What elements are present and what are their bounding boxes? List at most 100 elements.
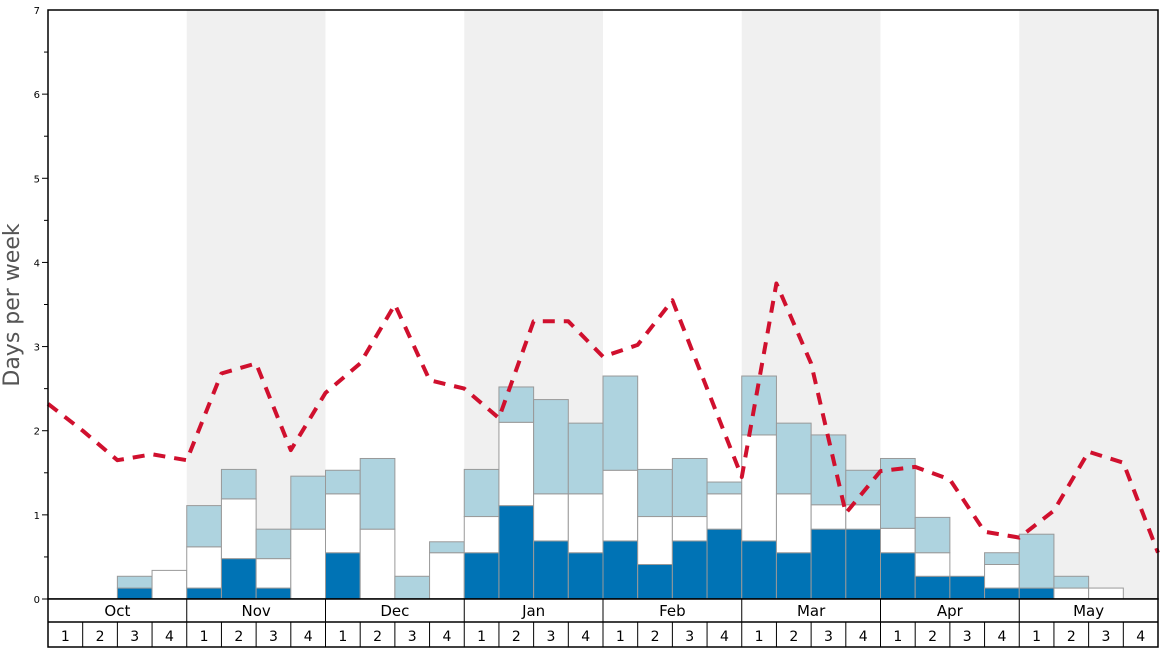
y-tick-label-6: 6: [34, 90, 40, 101]
week-label: 4: [581, 629, 590, 645]
week-label: 4: [859, 629, 868, 645]
bar-white-w9: [325, 493, 361, 554]
bar-white-w14: [498, 421, 535, 507]
week-label: 2: [1067, 629, 1076, 645]
bar-white-w7: [255, 558, 292, 589]
bar-dark-w18: [637, 564, 673, 600]
month-label-nov: Nov: [241, 602, 270, 620]
week-label: 4: [165, 629, 174, 645]
week-label: 1: [477, 629, 486, 645]
month-label-jan: Jan: [521, 602, 545, 620]
bar-white-w22: [775, 493, 812, 554]
bar-light-w5: [186, 505, 222, 548]
bar-dark-w24: [845, 528, 881, 600]
bar-white-w19: [671, 516, 708, 542]
week-label: 2: [234, 629, 243, 645]
bar-white-w25: [880, 527, 916, 554]
bar-dark-w3: [116, 587, 153, 600]
week-label: 2: [373, 629, 382, 645]
bar-dark-w6: [220, 558, 257, 600]
bar-dark-w13: [463, 552, 500, 600]
week-label: 4: [997, 629, 1006, 645]
week-label: 1: [1032, 629, 1041, 645]
bar-dark-w25: [880, 552, 916, 600]
week-label: 3: [963, 629, 972, 645]
month-label-dec: Dec: [380, 602, 409, 620]
bar-dark-w17: [602, 540, 639, 600]
bar-white-w20: [706, 493, 743, 530]
bar-light-w7: [255, 528, 292, 560]
bar-white-w16: [567, 493, 604, 554]
y-axis: 0 1 2 3 4 5 6 7: [34, 6, 48, 606]
week-label: 3: [1102, 629, 1111, 645]
week-label: 4: [1136, 629, 1145, 645]
shade-band-may: [1019, 10, 1158, 599]
bar-light-w20: [706, 481, 743, 495]
y-tick-label-5: 5: [34, 174, 40, 185]
week-label: 3: [408, 629, 417, 645]
bar-white-w15: [533, 493, 569, 542]
bar-light-w19: [671, 457, 708, 518]
week-label: 1: [893, 629, 902, 645]
bar-dark-w14: [498, 505, 535, 600]
bar-light-w12: [429, 541, 465, 554]
month-label-mar: Mar: [797, 602, 826, 620]
week-label: 1: [200, 629, 209, 645]
bar-dark-w16: [567, 552, 604, 600]
bar-light-w17: [602, 375, 639, 471]
bar-white-w5: [186, 546, 222, 589]
week-label: 2: [928, 629, 937, 645]
bar-white-w28: [984, 564, 1020, 589]
bar-white-w13: [463, 516, 500, 554]
bar-light-w11: [394, 575, 431, 600]
y-axis-label: Days per week: [0, 223, 25, 386]
bar-light-w18: [637, 468, 673, 518]
month-shading-bands: [186, 10, 1158, 599]
week-label: 2: [651, 629, 660, 645]
bar-light-w9: [325, 469, 361, 495]
bar-white-w18: [637, 516, 673, 566]
bar-white-w12: [429, 552, 465, 600]
week-label: 4: [442, 629, 451, 645]
month-label-apr: Apr: [937, 602, 964, 620]
bar-dark-w27: [949, 575, 986, 600]
bar-light-w26: [914, 516, 951, 554]
y-tick-label-4: 4: [34, 258, 40, 269]
week-label: 1: [616, 629, 625, 645]
bar-dark-w23: [810, 528, 847, 600]
bar-white-w17: [602, 469, 639, 542]
bar-light-w13: [463, 468, 500, 518]
month-label-oct: Oct: [104, 602, 130, 620]
x-axis: Oct Nov Dec Jan Feb Mar Apr May 1 2 3 4 1 2 3 4 1 2 3 4 1 2 3 4…: [47, 598, 1159, 648]
week-label: 3: [547, 629, 556, 645]
bar-light-w16: [567, 422, 604, 495]
week-label: 4: [720, 629, 729, 645]
bar-light-w10: [359, 457, 396, 530]
week-label: 4: [304, 629, 313, 645]
bar-light-w8: [290, 475, 326, 530]
bar-light-w23: [810, 434, 847, 506]
bar-white-w26: [914, 552, 951, 577]
y-tick-label-0: 0: [34, 595, 40, 606]
week-label: 2: [512, 629, 521, 645]
bar-white-w31: [1088, 587, 1124, 600]
week-label: 2: [96, 629, 105, 645]
week-label: 3: [130, 629, 139, 645]
bar-dark-w19: [671, 540, 708, 600]
week-label: 2: [789, 629, 798, 645]
bar-dark-w5: [186, 587, 222, 600]
bar-light-w6: [220, 468, 257, 500]
month-label-feb: Feb: [659, 602, 686, 620]
bar-light-w22: [775, 422, 812, 495]
bar-dark-w26: [914, 575, 951, 600]
week-label: 3: [824, 629, 833, 645]
bar-dark-w7: [255, 587, 292, 600]
bar-white-w23: [810, 504, 847, 530]
bars-group: [116, 375, 1124, 600]
y-tick-label-7: 7: [34, 6, 40, 17]
week-label: 3: [269, 629, 278, 645]
bar-dark-w21: [741, 540, 777, 600]
bar-dark-w22: [775, 552, 812, 600]
bar-white-w4: [151, 569, 188, 600]
